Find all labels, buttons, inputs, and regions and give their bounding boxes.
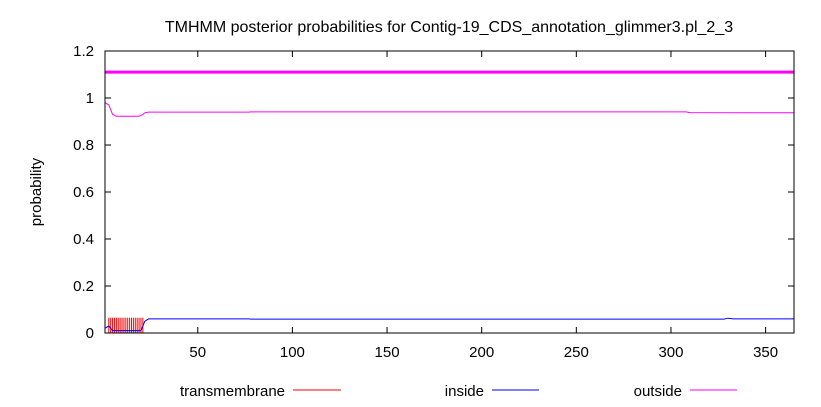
series-outside bbox=[104, 102, 795, 117]
legend-label: inside bbox=[445, 383, 484, 400]
x-tick-label: 100 bbox=[280, 344, 305, 361]
y-tick-label: 0 bbox=[86, 325, 94, 342]
y-tick-label: 0.2 bbox=[73, 278, 94, 295]
x-tick-label: 250 bbox=[564, 344, 589, 361]
y-tick-label: 0.4 bbox=[73, 231, 94, 248]
legend: transmembrane inside outside bbox=[180, 383, 737, 400]
y-tick-label: 1.2 bbox=[73, 43, 94, 60]
x-tick-label: 350 bbox=[753, 344, 778, 361]
series-inside bbox=[104, 317, 794, 332]
x-tick-label: 50 bbox=[189, 344, 206, 361]
y-axis-label: probability bbox=[28, 157, 45, 226]
plot-frame bbox=[104, 50, 795, 334]
legend-item-inside: inside bbox=[445, 383, 539, 400]
y-tick-label: 0.8 bbox=[73, 137, 94, 154]
y-tick-label: 1 bbox=[86, 90, 94, 107]
legend-label: transmembrane bbox=[180, 383, 285, 400]
legend-label: outside bbox=[634, 383, 682, 400]
legend-item-transmembrane: transmembrane bbox=[180, 383, 341, 400]
plot-area bbox=[104, 70, 795, 333]
chart-title: TMHMM posterior probabilities for Contig… bbox=[165, 19, 733, 36]
legend-item-outside: outside bbox=[634, 383, 737, 400]
y-tick-label: 0.6 bbox=[73, 184, 94, 201]
axes: 0 0.2 0.4 0.6 0.8 1 1.2 50 100 150 200 250 300 350 bbox=[73, 43, 795, 361]
x-tick-label: 300 bbox=[658, 344, 683, 361]
x-tick-label: 150 bbox=[375, 344, 400, 361]
x-tick-label: 200 bbox=[469, 344, 494, 361]
